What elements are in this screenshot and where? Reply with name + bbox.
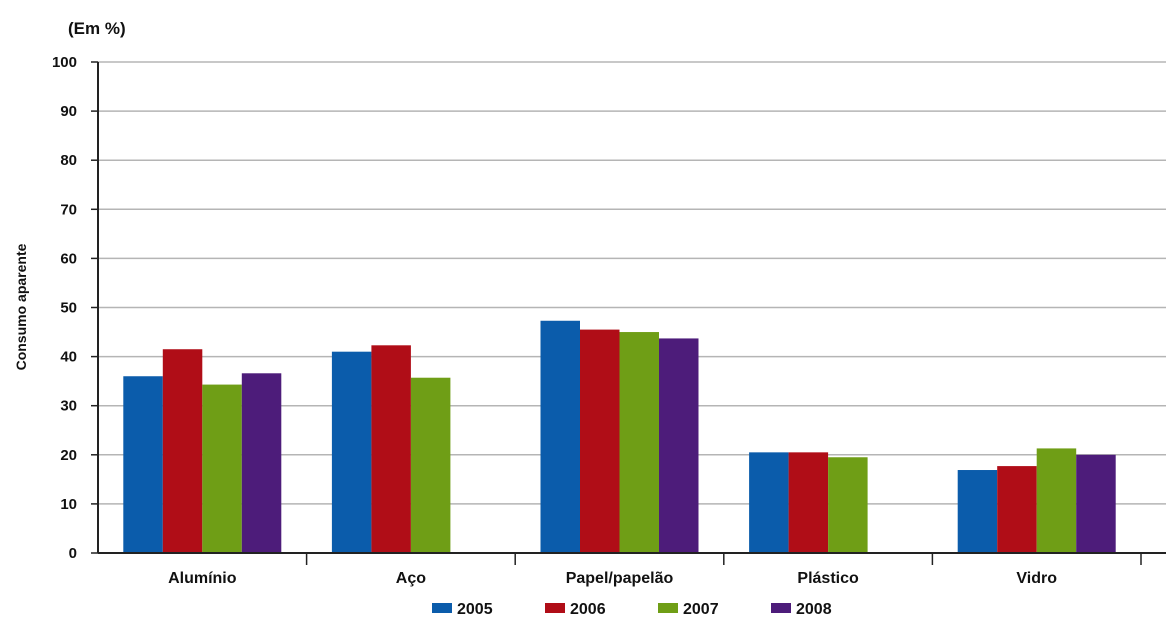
x-category-label: Aço (396, 570, 426, 587)
legend-swatch (432, 603, 452, 613)
bar (1076, 454, 1116, 553)
bar (1036, 448, 1077, 553)
bar (241, 373, 282, 553)
legend-label: 2006 (570, 601, 606, 618)
y-tick-label: 10 (60, 496, 77, 513)
bar (371, 345, 411, 553)
bar (828, 457, 868, 553)
bar (123, 376, 163, 553)
y-tick-label: 80 (60, 152, 77, 169)
legend-label: 2005 (457, 601, 493, 618)
bar (162, 349, 203, 553)
legend-label: 2007 (683, 601, 719, 618)
axes: 0 10 20 30 40 50 60 70 80 90 100 Alumínio Aço Papel/p… (52, 54, 1166, 587)
legend-swatch (771, 603, 791, 613)
unit-label: (Em %) (68, 19, 126, 38)
bar (788, 452, 829, 553)
y-tick-label: 90 (60, 103, 77, 120)
y-tick-label: 100 (52, 54, 77, 71)
bar (659, 338, 699, 553)
bars (123, 320, 1116, 553)
bar (749, 452, 789, 553)
legend: 2005 2006 2007 2008 (432, 601, 832, 618)
y-tick-label: 50 (60, 300, 77, 317)
legend-label: 2008 (796, 601, 832, 618)
bar (997, 466, 1037, 553)
y-tick-label: 0 (69, 545, 77, 562)
bar (331, 351, 372, 553)
x-category-label: Plástico (797, 570, 859, 587)
y-tick-label: 70 (60, 201, 77, 218)
bar (957, 470, 998, 553)
y-tick-label: 30 (60, 398, 77, 415)
x-category-label: Papel/papelão (566, 570, 674, 587)
y-tick-label: 60 (60, 250, 77, 267)
bar (202, 384, 242, 553)
legend-swatch (658, 603, 678, 613)
x-category-label: Vidro (1016, 570, 1057, 587)
y-tick-label: 20 (60, 447, 77, 464)
bar (619, 332, 659, 553)
x-category-label: Alumínio (168, 570, 237, 587)
y-tick-label: 40 (60, 349, 77, 366)
y-axis-title: Consumo aparente (13, 243, 29, 370)
legend-swatch (545, 603, 565, 613)
bar (580, 329, 620, 553)
bar (540, 320, 580, 553)
bar (410, 377, 451, 553)
